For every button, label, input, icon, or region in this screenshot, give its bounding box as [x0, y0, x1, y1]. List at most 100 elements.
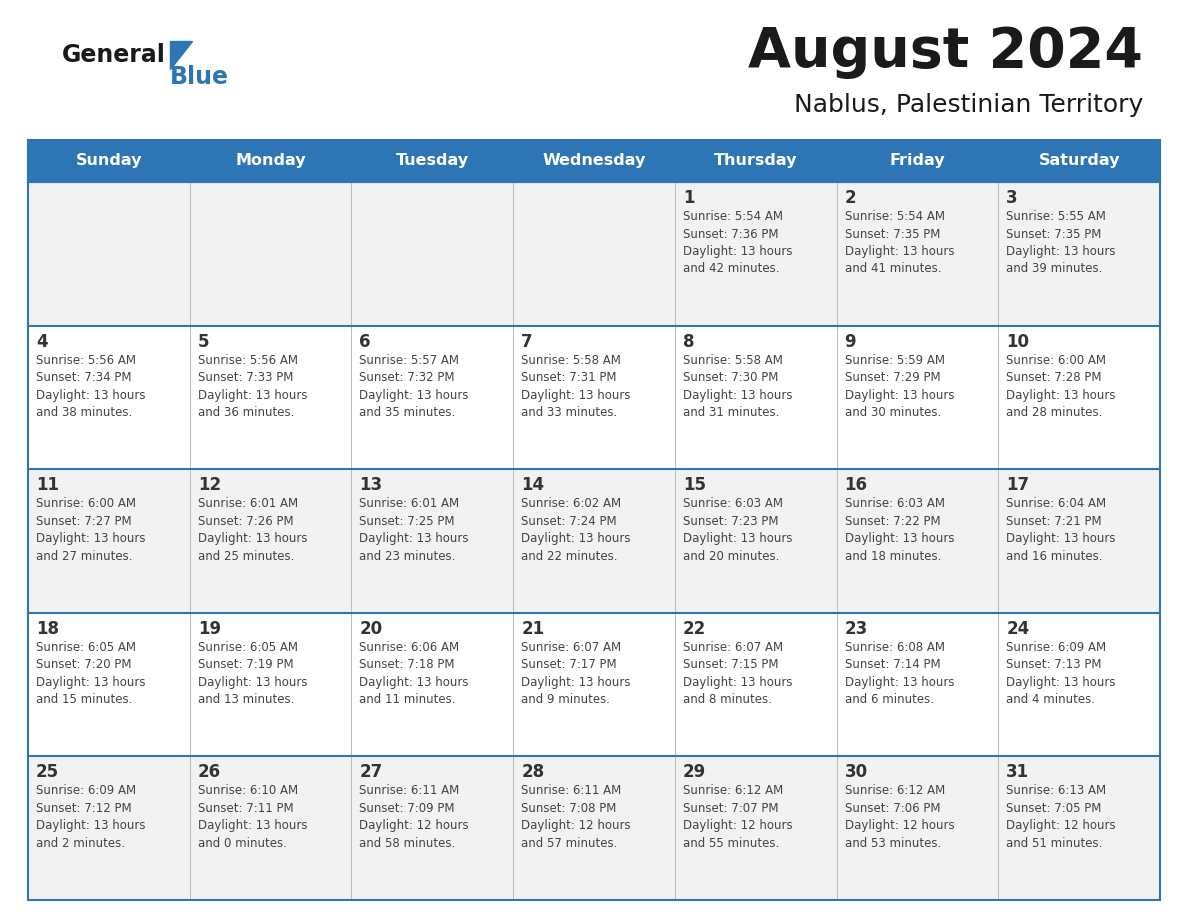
Text: Friday: Friday	[890, 153, 946, 169]
Text: 23: 23	[845, 620, 867, 638]
Text: Tuesday: Tuesday	[396, 153, 469, 169]
Text: 26: 26	[197, 764, 221, 781]
Text: 28: 28	[522, 764, 544, 781]
Bar	[29, 326, 190, 469]
Text: Nablus, Palestinian Territory: Nablus, Palestinian Territory	[794, 93, 1143, 117]
Bar	[836, 182, 998, 326]
Text: Sunrise: 6:11 AM
Sunset: 7:09 PM
Daylight: 12 hours
and 58 minutes.: Sunrise: 6:11 AM Sunset: 7:09 PM Dayligh…	[360, 784, 469, 850]
Text: 7: 7	[522, 332, 532, 351]
Bar	[836, 756, 998, 900]
Text: General: General	[62, 43, 166, 67]
Text: Sunrise: 6:13 AM
Sunset: 7:05 PM
Daylight: 12 hours
and 51 minutes.: Sunrise: 6:13 AM Sunset: 7:05 PM Dayligh…	[1006, 784, 1116, 850]
Text: 10: 10	[1006, 332, 1029, 351]
Text: Sunrise: 6:05 AM
Sunset: 7:20 PM
Daylight: 13 hours
and 15 minutes.: Sunrise: 6:05 AM Sunset: 7:20 PM Dayligh…	[36, 641, 145, 706]
Bar	[998, 326, 1159, 469]
Text: Sunrise: 6:07 AM
Sunset: 7:17 PM
Daylight: 13 hours
and 9 minutes.: Sunrise: 6:07 AM Sunset: 7:17 PM Dayligh…	[522, 641, 631, 706]
Bar	[190, 140, 352, 182]
Text: Blue: Blue	[170, 65, 229, 89]
Text: Sunrise: 6:07 AM
Sunset: 7:15 PM
Daylight: 13 hours
and 8 minutes.: Sunrise: 6:07 AM Sunset: 7:15 PM Dayligh…	[683, 641, 792, 706]
Text: Sunrise: 5:56 AM
Sunset: 7:33 PM
Daylight: 13 hours
and 36 minutes.: Sunrise: 5:56 AM Sunset: 7:33 PM Dayligh…	[197, 353, 308, 420]
Text: Sunrise: 5:59 AM
Sunset: 7:29 PM
Daylight: 13 hours
and 30 minutes.: Sunrise: 5:59 AM Sunset: 7:29 PM Dayligh…	[845, 353, 954, 420]
Text: Sunrise: 5:58 AM
Sunset: 7:30 PM
Daylight: 13 hours
and 31 minutes.: Sunrise: 5:58 AM Sunset: 7:30 PM Dayligh…	[683, 353, 792, 420]
Text: Wednesday: Wednesday	[542, 153, 646, 169]
Text: Sunrise: 6:09 AM
Sunset: 7:13 PM
Daylight: 13 hours
and 4 minutes.: Sunrise: 6:09 AM Sunset: 7:13 PM Dayligh…	[1006, 641, 1116, 706]
Text: Sunrise: 5:55 AM
Sunset: 7:35 PM
Daylight: 13 hours
and 39 minutes.: Sunrise: 5:55 AM Sunset: 7:35 PM Dayligh…	[1006, 210, 1116, 275]
Text: Sunrise: 6:12 AM
Sunset: 7:07 PM
Daylight: 12 hours
and 55 minutes.: Sunrise: 6:12 AM Sunset: 7:07 PM Dayligh…	[683, 784, 792, 850]
Text: Sunrise: 6:11 AM
Sunset: 7:08 PM
Daylight: 12 hours
and 57 minutes.: Sunrise: 6:11 AM Sunset: 7:08 PM Dayligh…	[522, 784, 631, 850]
Bar	[513, 182, 675, 326]
Text: 9: 9	[845, 332, 857, 351]
Text: 14: 14	[522, 476, 544, 494]
Text: Sunrise: 6:03 AM
Sunset: 7:22 PM
Daylight: 13 hours
and 18 minutes.: Sunrise: 6:03 AM Sunset: 7:22 PM Dayligh…	[845, 498, 954, 563]
Text: 15: 15	[683, 476, 706, 494]
Text: Sunday: Sunday	[76, 153, 143, 169]
Bar	[675, 140, 836, 182]
Text: 3: 3	[1006, 189, 1018, 207]
Bar	[29, 613, 190, 756]
Bar	[998, 469, 1159, 613]
Bar	[513, 613, 675, 756]
Bar	[352, 182, 513, 326]
Bar	[513, 326, 675, 469]
Bar	[998, 613, 1159, 756]
Text: Sunrise: 6:00 AM
Sunset: 7:28 PM
Daylight: 13 hours
and 28 minutes.: Sunrise: 6:00 AM Sunset: 7:28 PM Dayligh…	[1006, 353, 1116, 420]
Bar	[190, 469, 352, 613]
Text: 4: 4	[36, 332, 48, 351]
Bar	[29, 756, 190, 900]
Text: 11: 11	[36, 476, 59, 494]
Text: Saturday: Saturday	[1038, 153, 1120, 169]
Bar	[352, 140, 513, 182]
Text: 27: 27	[360, 764, 383, 781]
Bar	[29, 140, 1159, 182]
Text: 2: 2	[845, 189, 857, 207]
Text: 22: 22	[683, 620, 706, 638]
Text: Sunrise: 6:03 AM
Sunset: 7:23 PM
Daylight: 13 hours
and 20 minutes.: Sunrise: 6:03 AM Sunset: 7:23 PM Dayligh…	[683, 498, 792, 563]
Bar	[836, 140, 998, 182]
Text: 5: 5	[197, 332, 209, 351]
Bar	[513, 140, 675, 182]
Bar	[675, 613, 836, 756]
Text: Sunrise: 6:04 AM
Sunset: 7:21 PM
Daylight: 13 hours
and 16 minutes.: Sunrise: 6:04 AM Sunset: 7:21 PM Dayligh…	[1006, 498, 1116, 563]
Text: 18: 18	[36, 620, 59, 638]
Text: 17: 17	[1006, 476, 1030, 494]
Text: Sunrise: 6:10 AM
Sunset: 7:11 PM
Daylight: 13 hours
and 0 minutes.: Sunrise: 6:10 AM Sunset: 7:11 PM Dayligh…	[197, 784, 308, 850]
Text: 16: 16	[845, 476, 867, 494]
Text: 29: 29	[683, 764, 706, 781]
Bar	[675, 756, 836, 900]
Text: Sunrise: 6:01 AM
Sunset: 7:25 PM
Daylight: 13 hours
and 23 minutes.: Sunrise: 6:01 AM Sunset: 7:25 PM Dayligh…	[360, 498, 469, 563]
Bar	[998, 182, 1159, 326]
Text: 25: 25	[36, 764, 59, 781]
Text: August 2024: August 2024	[748, 25, 1143, 79]
Text: Thursday: Thursday	[714, 153, 797, 169]
Bar	[190, 756, 352, 900]
Text: 12: 12	[197, 476, 221, 494]
Bar	[190, 326, 352, 469]
Text: Sunrise: 6:06 AM
Sunset: 7:18 PM
Daylight: 13 hours
and 11 minutes.: Sunrise: 6:06 AM Sunset: 7:18 PM Dayligh…	[360, 641, 469, 706]
Bar	[190, 613, 352, 756]
Text: Sunrise: 5:58 AM
Sunset: 7:31 PM
Daylight: 13 hours
and 33 minutes.: Sunrise: 5:58 AM Sunset: 7:31 PM Dayligh…	[522, 353, 631, 420]
Bar	[675, 326, 836, 469]
Text: 30: 30	[845, 764, 867, 781]
Bar	[513, 469, 675, 613]
Text: 13: 13	[360, 476, 383, 494]
Text: 6: 6	[360, 332, 371, 351]
Bar	[29, 140, 190, 182]
Bar	[29, 469, 190, 613]
Bar	[352, 613, 513, 756]
Bar	[513, 756, 675, 900]
Polygon shape	[170, 41, 192, 69]
Bar	[998, 140, 1159, 182]
Text: Sunrise: 6:12 AM
Sunset: 7:06 PM
Daylight: 12 hours
and 53 minutes.: Sunrise: 6:12 AM Sunset: 7:06 PM Dayligh…	[845, 784, 954, 850]
Text: Sunrise: 6:05 AM
Sunset: 7:19 PM
Daylight: 13 hours
and 13 minutes.: Sunrise: 6:05 AM Sunset: 7:19 PM Dayligh…	[197, 641, 308, 706]
Bar	[29, 182, 190, 326]
Bar	[352, 756, 513, 900]
Bar	[675, 182, 836, 326]
Bar	[352, 469, 513, 613]
Text: Sunrise: 5:57 AM
Sunset: 7:32 PM
Daylight: 13 hours
and 35 minutes.: Sunrise: 5:57 AM Sunset: 7:32 PM Dayligh…	[360, 353, 469, 420]
Text: 31: 31	[1006, 764, 1030, 781]
Text: Sunrise: 6:00 AM
Sunset: 7:27 PM
Daylight: 13 hours
and 27 minutes.: Sunrise: 6:00 AM Sunset: 7:27 PM Dayligh…	[36, 498, 145, 563]
Text: 20: 20	[360, 620, 383, 638]
Text: Sunrise: 6:08 AM
Sunset: 7:14 PM
Daylight: 13 hours
and 6 minutes.: Sunrise: 6:08 AM Sunset: 7:14 PM Dayligh…	[845, 641, 954, 706]
Text: Monday: Monday	[235, 153, 305, 169]
Text: Sunrise: 5:54 AM
Sunset: 7:35 PM
Daylight: 13 hours
and 41 minutes.: Sunrise: 5:54 AM Sunset: 7:35 PM Dayligh…	[845, 210, 954, 275]
